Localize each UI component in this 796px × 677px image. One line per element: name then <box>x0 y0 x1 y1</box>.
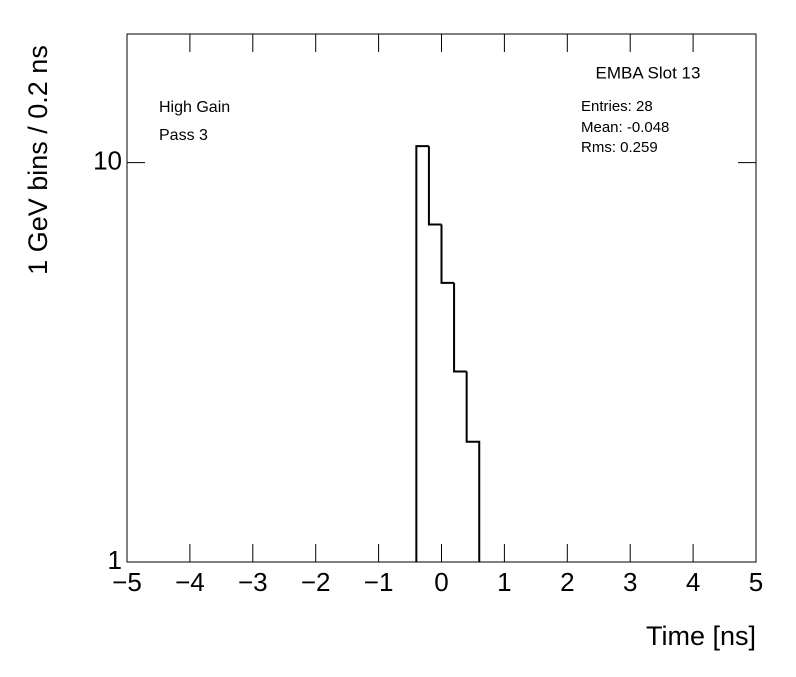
stat: Rms: 0.259 <box>581 139 658 156</box>
x-tick-label: −4 <box>175 567 205 597</box>
histogram-bin <box>415 145 429 562</box>
histogram-bin <box>453 282 467 373</box>
x-tick-label: 5 <box>749 567 763 597</box>
histogram-bin <box>440 224 455 284</box>
x-tick-label: −2 <box>301 567 331 597</box>
y-axis-label: 1 GeV bins / 0.2 ns <box>23 45 53 275</box>
x-tick-label: −1 <box>364 567 394 597</box>
histogram-bin <box>465 371 481 562</box>
x-tick-label: 2 <box>560 567 574 597</box>
stat: Entries: 28 <box>581 98 653 115</box>
x-tick-label: 4 <box>686 567 700 597</box>
stat: Mean: -0.048 <box>581 119 669 136</box>
x-tick-label: 3 <box>623 567 637 597</box>
x-tick-label: 1 <box>497 567 511 597</box>
x-tick-label: 0 <box>434 567 448 597</box>
histogram-bin <box>427 146 442 226</box>
annotation: High Gain <box>159 99 230 116</box>
annotation: Pass 3 <box>159 127 208 144</box>
x-axis-label: Time [ns] <box>646 621 756 651</box>
chart-title: EMBA Slot 13 <box>596 63 701 82</box>
x-tick-label: −5 <box>112 567 142 597</box>
y-tick-label: 1 <box>108 545 122 575</box>
y-tick-label: 10 <box>93 146 122 176</box>
x-tick-label: −3 <box>238 567 268 597</box>
